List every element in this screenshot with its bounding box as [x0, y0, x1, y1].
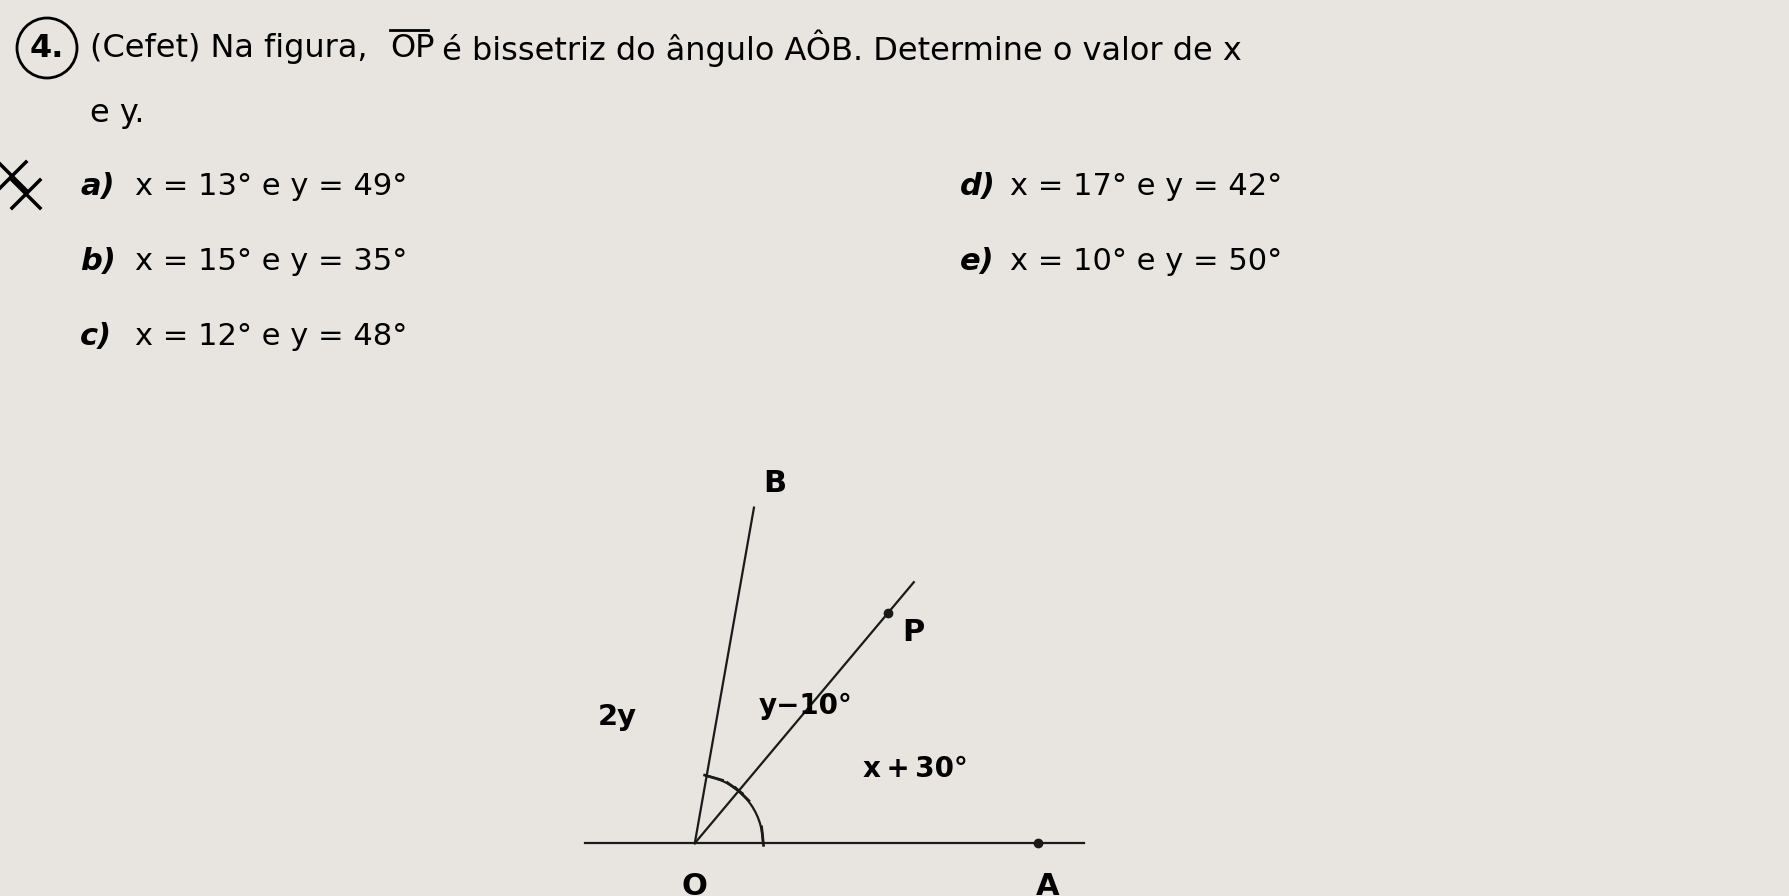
Text: é bissetriz do ângulo AÔB. Determine o valor de x: é bissetriz do ângulo AÔB. Determine o v…: [431, 30, 1242, 66]
Text: A: A: [1036, 873, 1059, 896]
Text: a): a): [81, 171, 114, 201]
Text: (Cefet) Na figura,: (Cefet) Na figura,: [89, 32, 377, 64]
Text: d): d): [961, 171, 996, 201]
Text: x = 10° e y = 50°: x = 10° e y = 50°: [1011, 246, 1283, 275]
Text: c): c): [81, 322, 113, 350]
Text: b): b): [81, 246, 116, 275]
Text: OP: OP: [390, 32, 435, 64]
Text: e y.: e y.: [89, 98, 145, 128]
Text: O: O: [682, 873, 708, 896]
Text: 2y: 2y: [598, 702, 637, 730]
Text: y−10°: y−10°: [759, 692, 853, 720]
Text: P: P: [902, 618, 925, 647]
Text: x = 15° e y = 35°: x = 15° e y = 35°: [134, 246, 408, 275]
Text: x = 17° e y = 42°: x = 17° e y = 42°: [1011, 171, 1283, 201]
Text: 4.: 4.: [30, 32, 64, 64]
Text: x = 12° e y = 48°: x = 12° e y = 48°: [134, 322, 408, 350]
Text: x = 13° e y = 49°: x = 13° e y = 49°: [134, 171, 408, 201]
Text: x + 30°: x + 30°: [864, 755, 968, 783]
Text: B: B: [764, 469, 787, 498]
Text: e): e): [961, 246, 995, 275]
